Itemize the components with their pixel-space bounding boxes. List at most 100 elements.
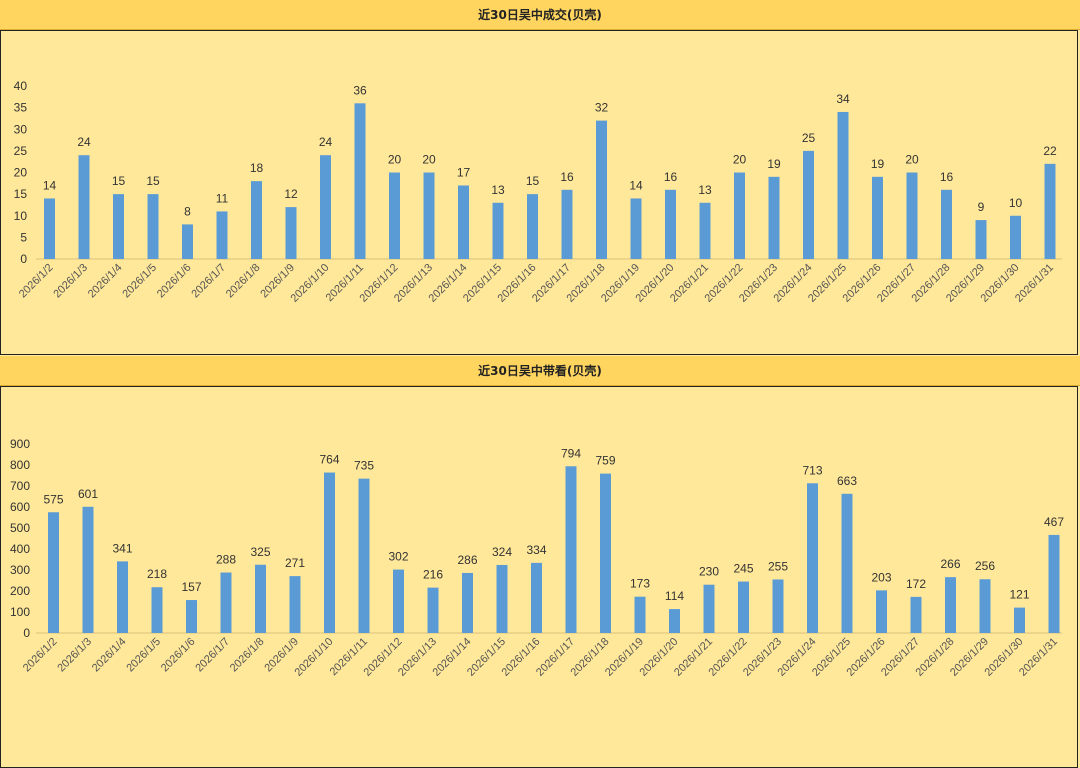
viewings-x-tick-label: 2026/1/6 bbox=[159, 636, 198, 675]
deals-bar bbox=[113, 194, 124, 259]
deals-y-tick-label: 35 bbox=[14, 101, 28, 115]
deals-bar bbox=[803, 150, 814, 259]
deals-data-label: 16 bbox=[664, 170, 678, 184]
viewings-bar bbox=[945, 577, 956, 633]
deals-bar bbox=[285, 207, 297, 259]
chart-title-deals: 近30日吴中成交(贝壳) bbox=[0, 0, 1080, 30]
viewings-y-tick-label: 700 bbox=[10, 479, 30, 493]
viewings-y-tick-label: 900 bbox=[10, 437, 30, 451]
deals-data-label: 20 bbox=[733, 153, 747, 167]
viewings-data-label: 288 bbox=[216, 553, 236, 567]
deals-data-label: 15 bbox=[112, 174, 126, 188]
viewings-data-label: 663 bbox=[837, 474, 857, 488]
viewings-x-tick-label: 2026/1/7 bbox=[193, 636, 232, 675]
viewings-data-label: 601 bbox=[78, 487, 98, 501]
deals-bar bbox=[389, 172, 400, 259]
viewings-bar bbox=[117, 561, 128, 633]
viewings-x-tick-label: 2026/1/4 bbox=[90, 636, 129, 675]
deals-y-tick-label: 30 bbox=[14, 122, 28, 136]
viewings-data-label: 735 bbox=[354, 459, 374, 473]
viewings-bar bbox=[324, 472, 335, 633]
deals-bar bbox=[941, 189, 952, 259]
viewings-x-tick-label: 2026/1/5 bbox=[124, 636, 163, 675]
viewings-data-label: 121 bbox=[1009, 588, 1029, 602]
deals-bar bbox=[78, 155, 90, 259]
viewings-data-label: 173 bbox=[630, 577, 650, 591]
viewings-bar bbox=[496, 564, 508, 633]
viewings-data-label: 245 bbox=[733, 562, 753, 576]
deals-bar bbox=[596, 120, 607, 259]
viewings-bar bbox=[82, 506, 94, 633]
deals-data-label: 32 bbox=[595, 101, 609, 115]
deals-data-label: 13 bbox=[698, 183, 712, 197]
viewings-y-tick-label: 800 bbox=[10, 458, 30, 472]
deals-bar bbox=[906, 172, 918, 259]
deals-data-label: 24 bbox=[319, 135, 333, 149]
deals-data-label: 15 bbox=[146, 174, 160, 188]
deals-y-tick-label: 10 bbox=[14, 209, 28, 223]
deals-bar bbox=[423, 172, 435, 259]
deals-data-label: 15 bbox=[526, 174, 540, 188]
viewings-data-label: 325 bbox=[250, 545, 270, 559]
deals-data-label: 19 bbox=[871, 157, 885, 171]
deals-bar bbox=[44, 198, 55, 259]
deals-data-label: 19 bbox=[767, 157, 781, 171]
viewings-bar bbox=[807, 483, 818, 633]
deals-y-tick-label: 0 bbox=[20, 252, 27, 266]
viewings-bar bbox=[289, 576, 301, 633]
viewings-data-label: 203 bbox=[871, 570, 891, 584]
viewings-bar bbox=[669, 609, 680, 633]
deals-data-label: 12 bbox=[284, 187, 298, 201]
deals-data-label: 14 bbox=[629, 178, 643, 192]
viewings-data-label: 302 bbox=[388, 550, 408, 564]
bar-chart-viewings: 0 100 200 300 400 500 600 700 800 900 575 2026/1/2 6… bbox=[10, 437, 1064, 679]
bar-chart-deals: 0 5 10 15 20 25 30 35 40 14 2026/1/2 24 2026/1/3 15 20… bbox=[14, 79, 1062, 305]
chart-panel-deals: 近30日吴中成交(贝壳) 0 5 10 15 20 25 30 35 40 14 2026/1/2 2… bbox=[0, 0, 1080, 356]
viewings-data-label: 172 bbox=[906, 577, 926, 591]
deals-bar bbox=[527, 194, 538, 259]
viewings-y-tick-label: 600 bbox=[10, 500, 30, 514]
deals-data-label: 20 bbox=[422, 153, 436, 167]
deals-bar bbox=[975, 220, 987, 259]
deals-bar bbox=[561, 189, 573, 259]
deals-bar bbox=[147, 194, 159, 259]
chart-title-viewings: 近30日吴中带看(贝壳) bbox=[0, 356, 1080, 386]
viewings-bar bbox=[255, 564, 266, 633]
viewings-bar bbox=[634, 596, 646, 633]
deals-y-tick-label: 20 bbox=[14, 166, 28, 180]
viewings-bar bbox=[393, 569, 404, 633]
deals-bar bbox=[251, 181, 262, 259]
viewings-bar bbox=[876, 590, 887, 633]
deals-bar bbox=[216, 211, 228, 259]
viewings-data-label: 467 bbox=[1044, 515, 1064, 529]
viewings-bar bbox=[772, 579, 784, 633]
viewings-bar bbox=[1048, 534, 1060, 633]
viewings-data-label: 794 bbox=[561, 446, 581, 460]
viewings-y-tick-label: 0 bbox=[23, 626, 30, 640]
deals-bar bbox=[182, 224, 193, 259]
viewings-bar bbox=[703, 584, 715, 633]
deals-data-label: 8 bbox=[184, 204, 191, 218]
deals-bar bbox=[1010, 215, 1021, 259]
viewings-data-label: 713 bbox=[802, 463, 822, 477]
chart-panel-viewings: 近30日吴中带看(贝壳) 0 100 200 300 400 500 600 700 800 90… bbox=[0, 356, 1080, 768]
deals-x-tick-label: 2026/1/2 bbox=[17, 262, 56, 301]
deals-data-label: 11 bbox=[216, 191, 229, 205]
viewings-bar bbox=[738, 581, 749, 633]
viewings-data-label: 575 bbox=[43, 492, 63, 506]
viewings-data-label: 324 bbox=[492, 545, 512, 559]
deals-x-tick-label: 2026/1/7 bbox=[189, 262, 228, 301]
viewings-data-label: 230 bbox=[699, 565, 719, 579]
viewings-y-tick-label: 300 bbox=[10, 563, 30, 577]
deals-x-tick-label: 2026/1/8 bbox=[224, 262, 263, 301]
viewings-bar bbox=[565, 466, 577, 633]
viewings-bar bbox=[979, 579, 991, 633]
deals-bar bbox=[630, 198, 642, 259]
deals-bar bbox=[872, 176, 883, 259]
deals-y-tick-label: 5 bbox=[20, 230, 27, 244]
deals-x-tick-label: 2026/1/6 bbox=[155, 262, 194, 301]
viewings-bar bbox=[910, 596, 922, 633]
viewings-data-label: 341 bbox=[112, 541, 132, 555]
deals-data-label: 16 bbox=[940, 170, 954, 184]
viewings-bar bbox=[531, 562, 542, 633]
